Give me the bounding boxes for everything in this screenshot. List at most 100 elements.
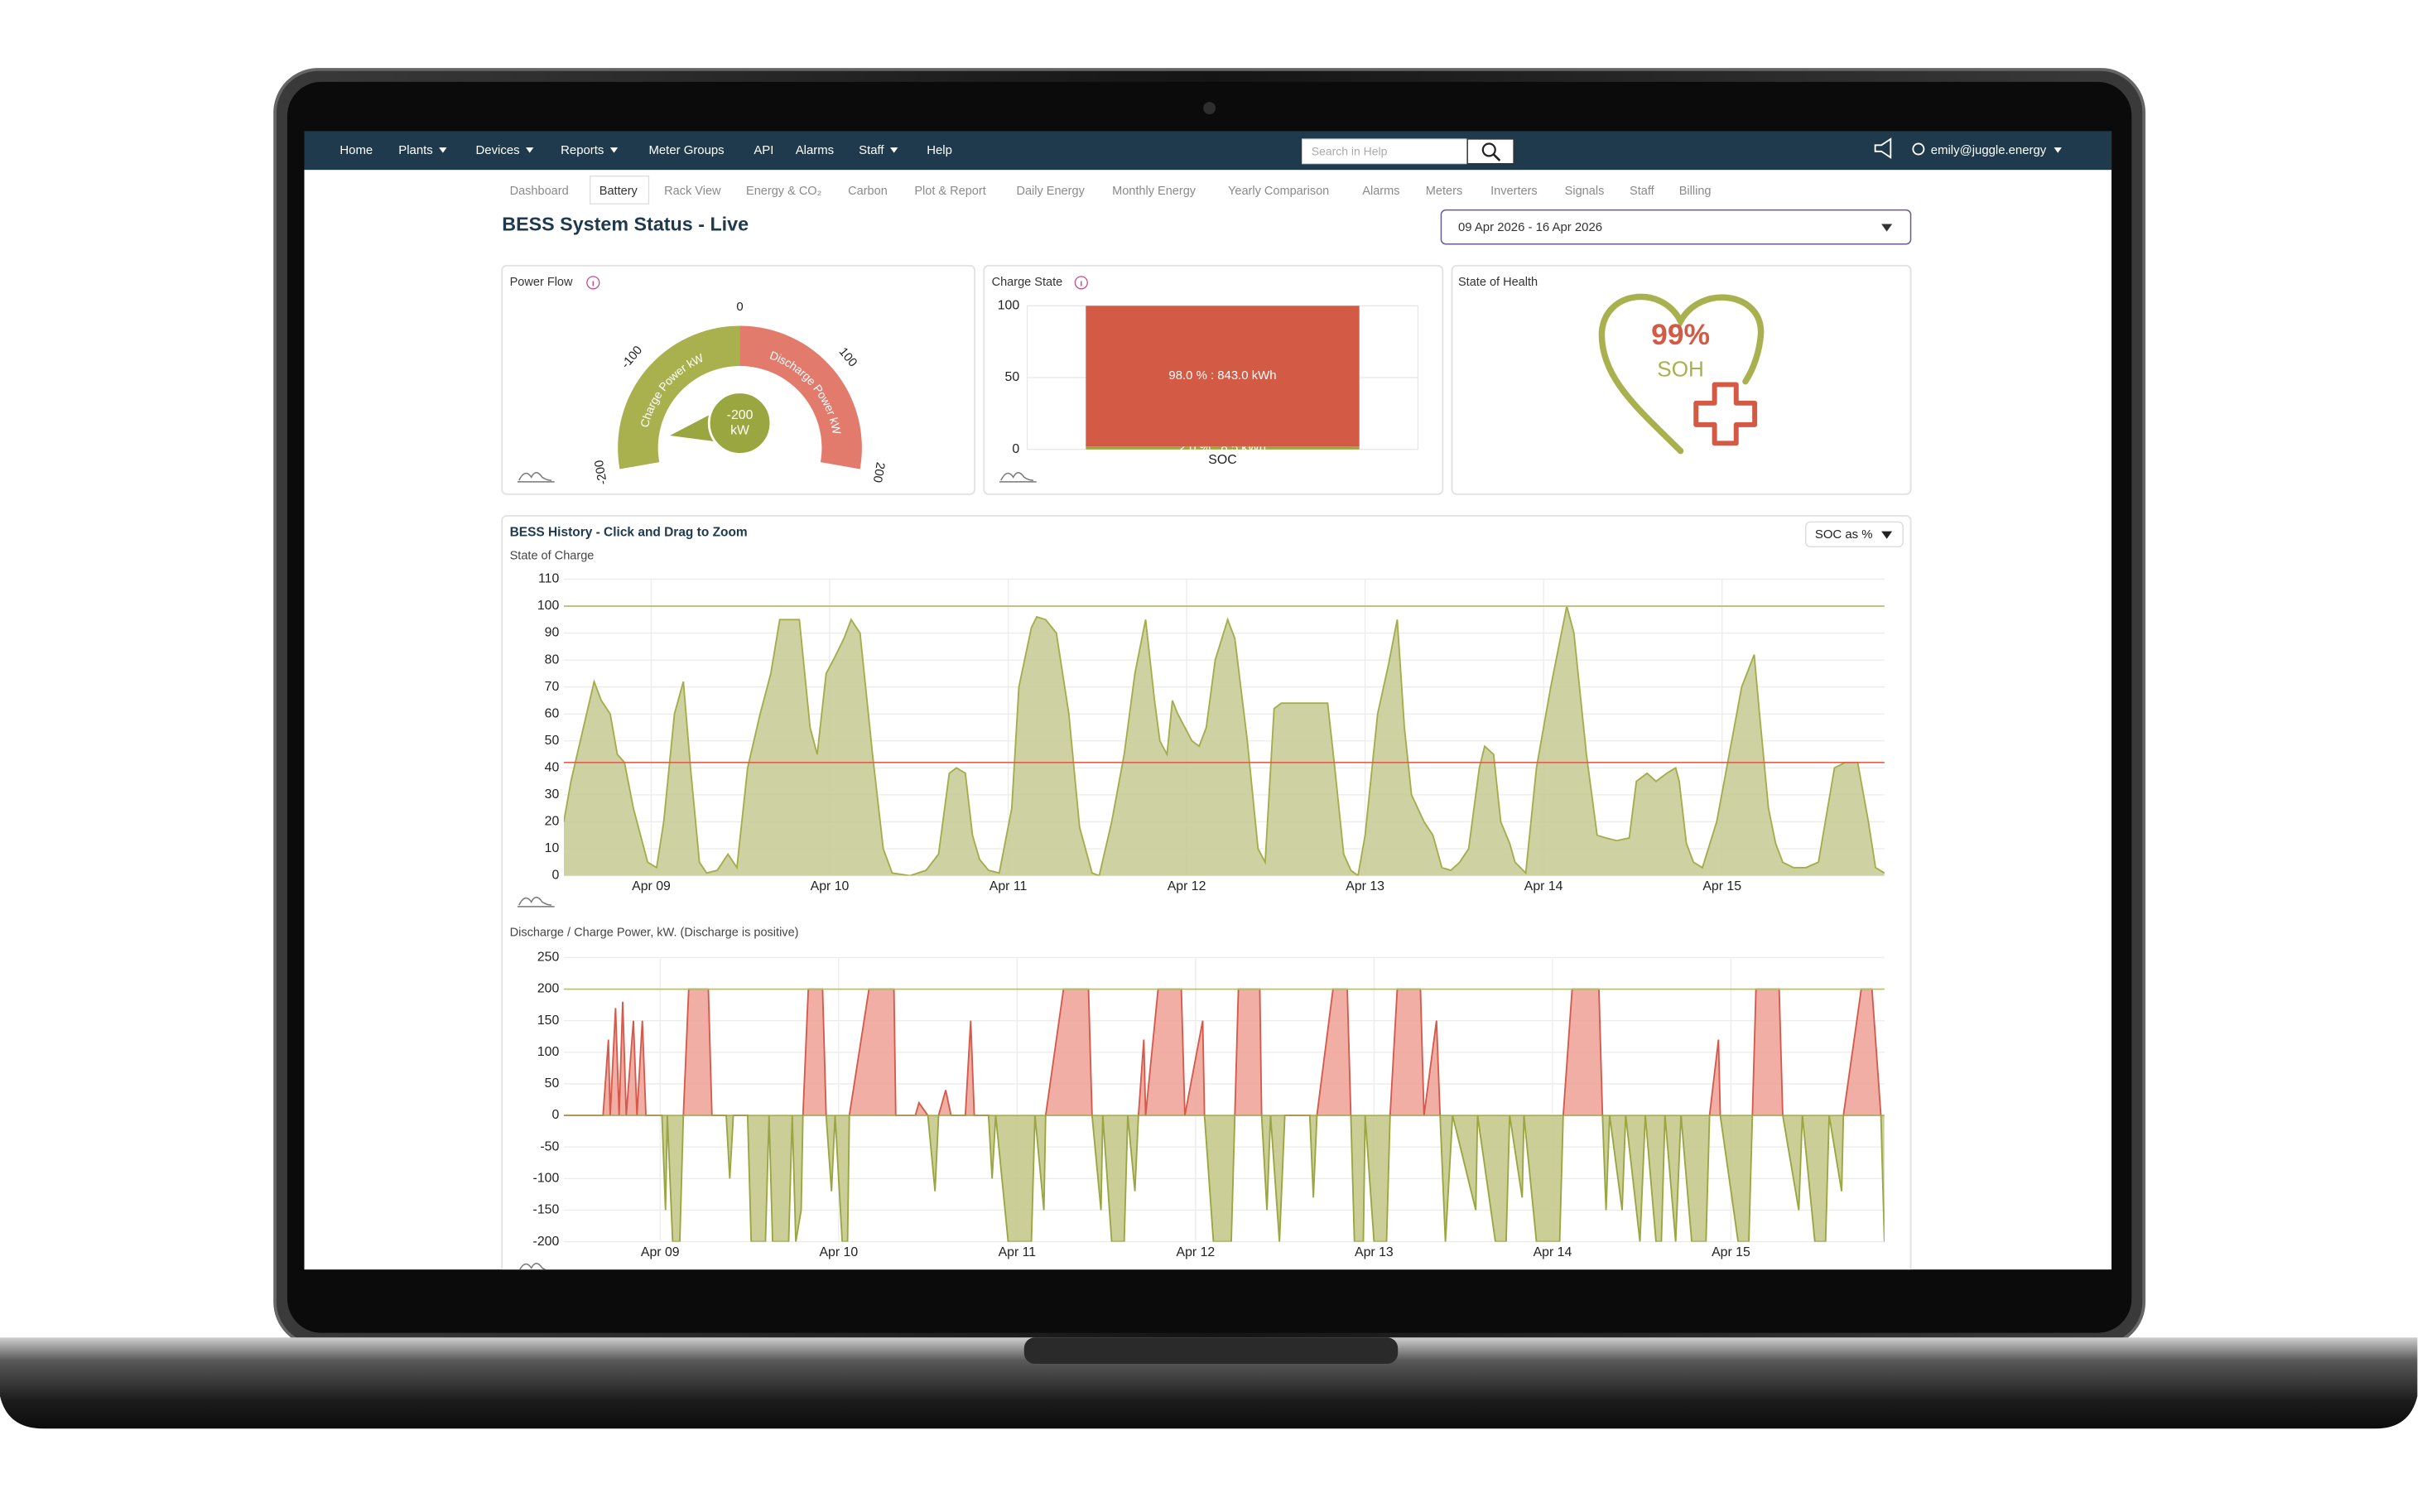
tab[interactable]: Dashboard <box>510 185 569 198</box>
gauge-band <box>739 325 862 469</box>
y-tick-label: 10 <box>545 841 560 855</box>
heart-icon <box>1598 293 1765 455</box>
nav-item[interactable]: Plants <box>398 143 432 157</box>
web-app: Home Plants Devices Reports Meter Groups API A… <box>304 131 2112 1270</box>
x-tick-label: Apr 15 <box>1712 1245 1750 1259</box>
nav-bar <box>304 131 2112 171</box>
gauge-hub <box>707 391 773 455</box>
tab[interactable]: Alarms <box>1362 185 1399 198</box>
zoom-icon <box>517 896 555 908</box>
tab[interactable]: Plot & Report <box>914 185 985 198</box>
tab[interactable]: Signals <box>1565 185 1605 198</box>
nav-item[interactable]: Reports <box>561 143 604 157</box>
tab[interactable]: Meters <box>1426 185 1462 198</box>
caret <box>2054 147 2062 153</box>
x-tick-label: Apr 09 <box>632 879 671 893</box>
tab[interactable]: Battery <box>599 185 638 198</box>
tab[interactable]: Inverters <box>1490 185 1538 198</box>
y-tick-label: 250 <box>537 951 560 965</box>
tab[interactable]: Staff <box>1630 185 1655 198</box>
tab[interactable]: Monthly Energy <box>1112 185 1197 198</box>
bar-value-label: 98.0 % : 843.0 kWh <box>1168 368 1276 383</box>
caret <box>439 147 447 153</box>
tab[interactable]: Carbon <box>848 185 888 198</box>
area-line-negative <box>563 1115 1885 1242</box>
x-tick-label: Apr 09 <box>641 1245 680 1259</box>
user-icon <box>1912 142 1925 156</box>
x-tick-label: Apr 14 <box>1534 1245 1572 1259</box>
nav-item[interactable]: Devices <box>476 143 520 157</box>
nav-item[interactable]: Staff <box>859 143 884 157</box>
x-tick-label: Apr 15 <box>1702 879 1741 893</box>
area-fill-all <box>563 605 1885 876</box>
y-tick-label: 0 <box>551 869 559 883</box>
date-range: 09 Apr 2026 - 16 Apr 2026 <box>1458 220 1602 234</box>
search-box[interactable] <box>1302 138 1468 165</box>
y-tick-label: 70 <box>545 680 560 694</box>
gauge-band <box>618 325 740 469</box>
search-button[interactable] <box>1466 138 1514 165</box>
y-tick-label: 100 <box>537 1045 560 1059</box>
y-tick-label: 0 <box>1012 442 1019 456</box>
y-tick-label: 110 <box>538 572 559 586</box>
trackpad-notch <box>1023 1337 1399 1364</box>
x-tick-label: SOC <box>1208 453 1236 467</box>
y-tick-label: 100 <box>998 298 1020 312</box>
tab[interactable]: Rack View <box>664 185 721 198</box>
panel <box>1451 264 1912 495</box>
x-tick-label: Apr 13 <box>1355 1245 1394 1259</box>
nav-item[interactable]: Meter Groups <box>648 143 724 157</box>
gauge-tick-label: 0 <box>736 300 743 314</box>
gauge-value: -200 <box>727 408 754 422</box>
y-tick-label: 100 <box>537 599 560 613</box>
x-tick-label: Apr 14 <box>1524 879 1563 893</box>
tab[interactable]: Yearly Comparison <box>1228 185 1329 198</box>
caret <box>1881 224 1893 232</box>
gauge-unit: kW <box>730 424 749 438</box>
zoom-icon <box>999 472 1037 483</box>
panel-title: BESS History - Click and Drag to Zoom <box>510 526 748 540</box>
nav-item[interactable]: API <box>754 143 773 157</box>
gauge-tick-label: -200 <box>592 459 610 485</box>
soh-value: 99% <box>1651 318 1710 351</box>
search-icon <box>1481 142 1496 157</box>
area-line-positive <box>563 988 1882 1116</box>
tab[interactable]: Daily Energy <box>1016 185 1085 198</box>
y-tick-label: 80 <box>545 652 560 667</box>
x-tick-label: Apr 10 <box>811 879 850 893</box>
camera <box>1203 102 1216 115</box>
caret <box>609 147 619 153</box>
user-menu[interactable]: emily@juggle.energy <box>1931 143 2047 157</box>
nav-item[interactable]: Home <box>339 143 373 157</box>
y-tick-label: 0 <box>551 1108 559 1122</box>
tab[interactable]: Billing <box>1679 185 1712 198</box>
bar-segment <box>1086 306 1360 447</box>
x-tick-label: Apr 11 <box>999 1245 1037 1259</box>
area-line-all <box>563 605 1885 876</box>
nav-item[interactable]: Alarms <box>796 143 834 157</box>
page-title: BESS System Status - Live <box>502 213 749 234</box>
soc-mode: SOC as % <box>1815 527 1873 542</box>
tab[interactable]: Energy & CO₂ <box>746 185 821 198</box>
x-tick-label: Apr 10 <box>819 1245 858 1259</box>
soc-mode-select[interactable] <box>1804 521 1904 548</box>
zoom-icon <box>517 472 555 483</box>
area-fill-negative <box>662 1115 1885 1242</box>
search-icon <box>1492 153 1501 161</box>
y-tick-label: -200 <box>533 1235 560 1249</box>
y-tick-label: 40 <box>545 761 560 775</box>
chart-title: State of Charge <box>510 549 595 562</box>
y-tick-label: -150 <box>533 1203 560 1217</box>
x-tick-label: Apr 11 <box>990 879 1028 893</box>
chart-title: Discharge / Charge Power, kW. (Discharge… <box>510 926 799 939</box>
y-tick-label: 90 <box>545 626 560 640</box>
y-tick-label: 50 <box>545 734 560 748</box>
y-tick-label: 60 <box>545 706 560 720</box>
caret <box>526 147 534 153</box>
date-range-select[interactable] <box>1440 209 1912 245</box>
panel-title: State of Health <box>1458 276 1538 289</box>
nav-item[interactable]: Help <box>927 143 952 157</box>
y-tick-label: -100 <box>533 1172 560 1186</box>
active-tab <box>589 175 650 205</box>
